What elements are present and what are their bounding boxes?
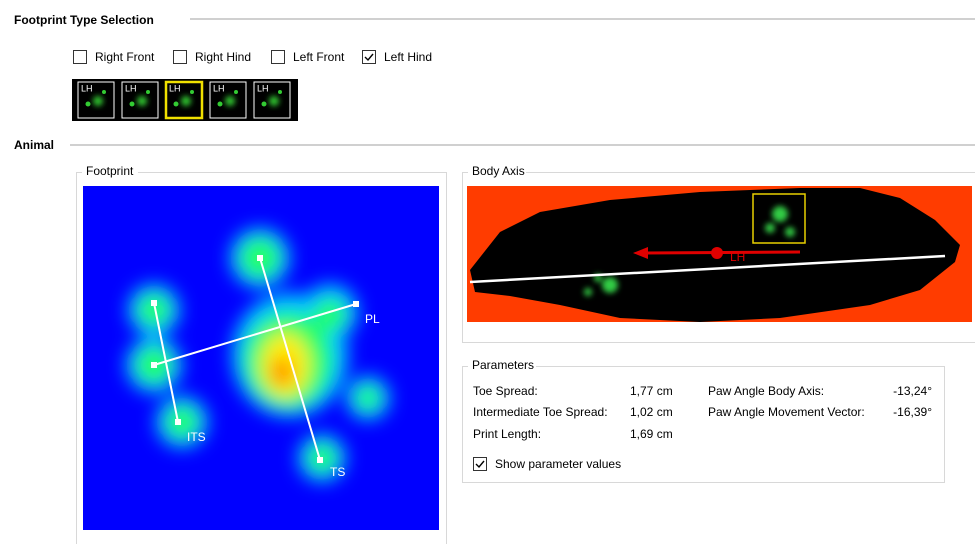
thumbnail[interactable]: LH <box>253 81 291 119</box>
parameter-label: Paw Angle Body Axis: <box>708 384 824 398</box>
thumbnail[interactable]: LH <box>164 80 204 120</box>
paw-prints <box>584 206 795 296</box>
checkbox[interactable] <box>73 50 87 64</box>
paw-label: LH <box>730 250 745 264</box>
thumbnail-label: LH <box>169 83 181 93</box>
section-title: Animal <box>14 138 54 152</box>
parameter-value: 1,77 cm <box>630 384 673 398</box>
thumbnail-print <box>269 96 279 106</box>
section-title: Footprint Type Selection <box>14 13 154 27</box>
checkbox[interactable] <box>473 457 487 471</box>
marker-label: ITS <box>187 430 206 444</box>
thumbnail-print <box>85 101 91 107</box>
check-mark <box>475 460 485 469</box>
arrow-head <box>633 247 648 259</box>
option-list: Right Front Right Hind Left Front Left Hind <box>73 50 432 64</box>
thumbnail-print <box>225 96 235 106</box>
thumbnail-label: LH <box>213 83 225 93</box>
thumbnail-print <box>146 90 150 94</box>
parameter-label: Intermediate Toe Spread: <box>473 405 608 419</box>
paw-center <box>711 247 723 259</box>
thumbnail-label: LH <box>81 83 93 93</box>
group-box <box>76 172 447 544</box>
group-title: Parameters <box>472 358 534 372</box>
thumbnail-print <box>102 90 106 94</box>
show-values-checkbox[interactable]: Show parameter values <box>473 457 622 471</box>
thumbnails: LH LH LH LH LH <box>77 80 291 120</box>
group-label-bg <box>468 360 536 372</box>
checkbox-label[interactable]: Show parameter values <box>495 457 621 471</box>
marker-label: PL <box>365 312 380 326</box>
checkbox-label[interactable]: Right Front <box>95 50 155 64</box>
body-axis-line <box>469 254 946 284</box>
thumbnail-print <box>190 90 194 94</box>
group-box <box>462 172 975 343</box>
parameter-value: -13,24° <box>893 384 932 398</box>
heatmap <box>83 186 439 530</box>
group-label-bg <box>468 166 526 178</box>
thumbnail-print <box>261 101 267 107</box>
group-label-bg <box>82 166 138 178</box>
marker-label: TS <box>330 465 345 479</box>
thumbnail[interactable]: LH <box>209 81 247 119</box>
parameter-label: Print Length: <box>473 427 541 441</box>
thumbnail-print <box>278 90 282 94</box>
checkbox-label[interactable]: Left Front <box>293 50 345 64</box>
group-title: Body Axis <box>472 164 525 178</box>
thumbnail-print <box>217 101 223 107</box>
selection-box <box>752 193 806 244</box>
thumbnail-print <box>129 101 135 107</box>
thumbnail-print <box>93 96 103 106</box>
parameter-value: -16,39° <box>893 405 932 419</box>
check-mark <box>364 53 374 62</box>
thumbnail-label: LH <box>125 83 137 93</box>
thumbnail-print <box>234 90 238 94</box>
checkbox-label[interactable]: Left Hind <box>384 50 432 64</box>
thumbnail[interactable]: LH <box>121 81 159 119</box>
thumbnail-print <box>137 96 147 106</box>
checkbox-label[interactable]: Right Hind <box>195 50 251 64</box>
parameter-label: Paw Angle Movement Vector: <box>708 405 865 419</box>
parameter-value: 1,02 cm <box>630 405 673 419</box>
thumbnail-print <box>181 96 191 106</box>
group-box <box>462 366 945 483</box>
parameter-table: Toe Spread: 1,77 cm Intermediate Toe Sprea… <box>473 384 932 441</box>
checkbox[interactable] <box>271 50 285 64</box>
checkbox[interactable] <box>362 50 376 64</box>
thumbnail-print <box>173 101 179 107</box>
thumbnail-frame <box>121 81 159 119</box>
checkbox[interactable] <box>173 50 187 64</box>
thumbnail-label: LH <box>257 83 269 93</box>
parameter-value: 1,69 cm <box>630 427 673 441</box>
thumbnail[interactable]: LH <box>77 81 115 119</box>
group-title: Footprint <box>86 164 134 178</box>
parameter-label: Toe Spread: <box>473 384 538 398</box>
